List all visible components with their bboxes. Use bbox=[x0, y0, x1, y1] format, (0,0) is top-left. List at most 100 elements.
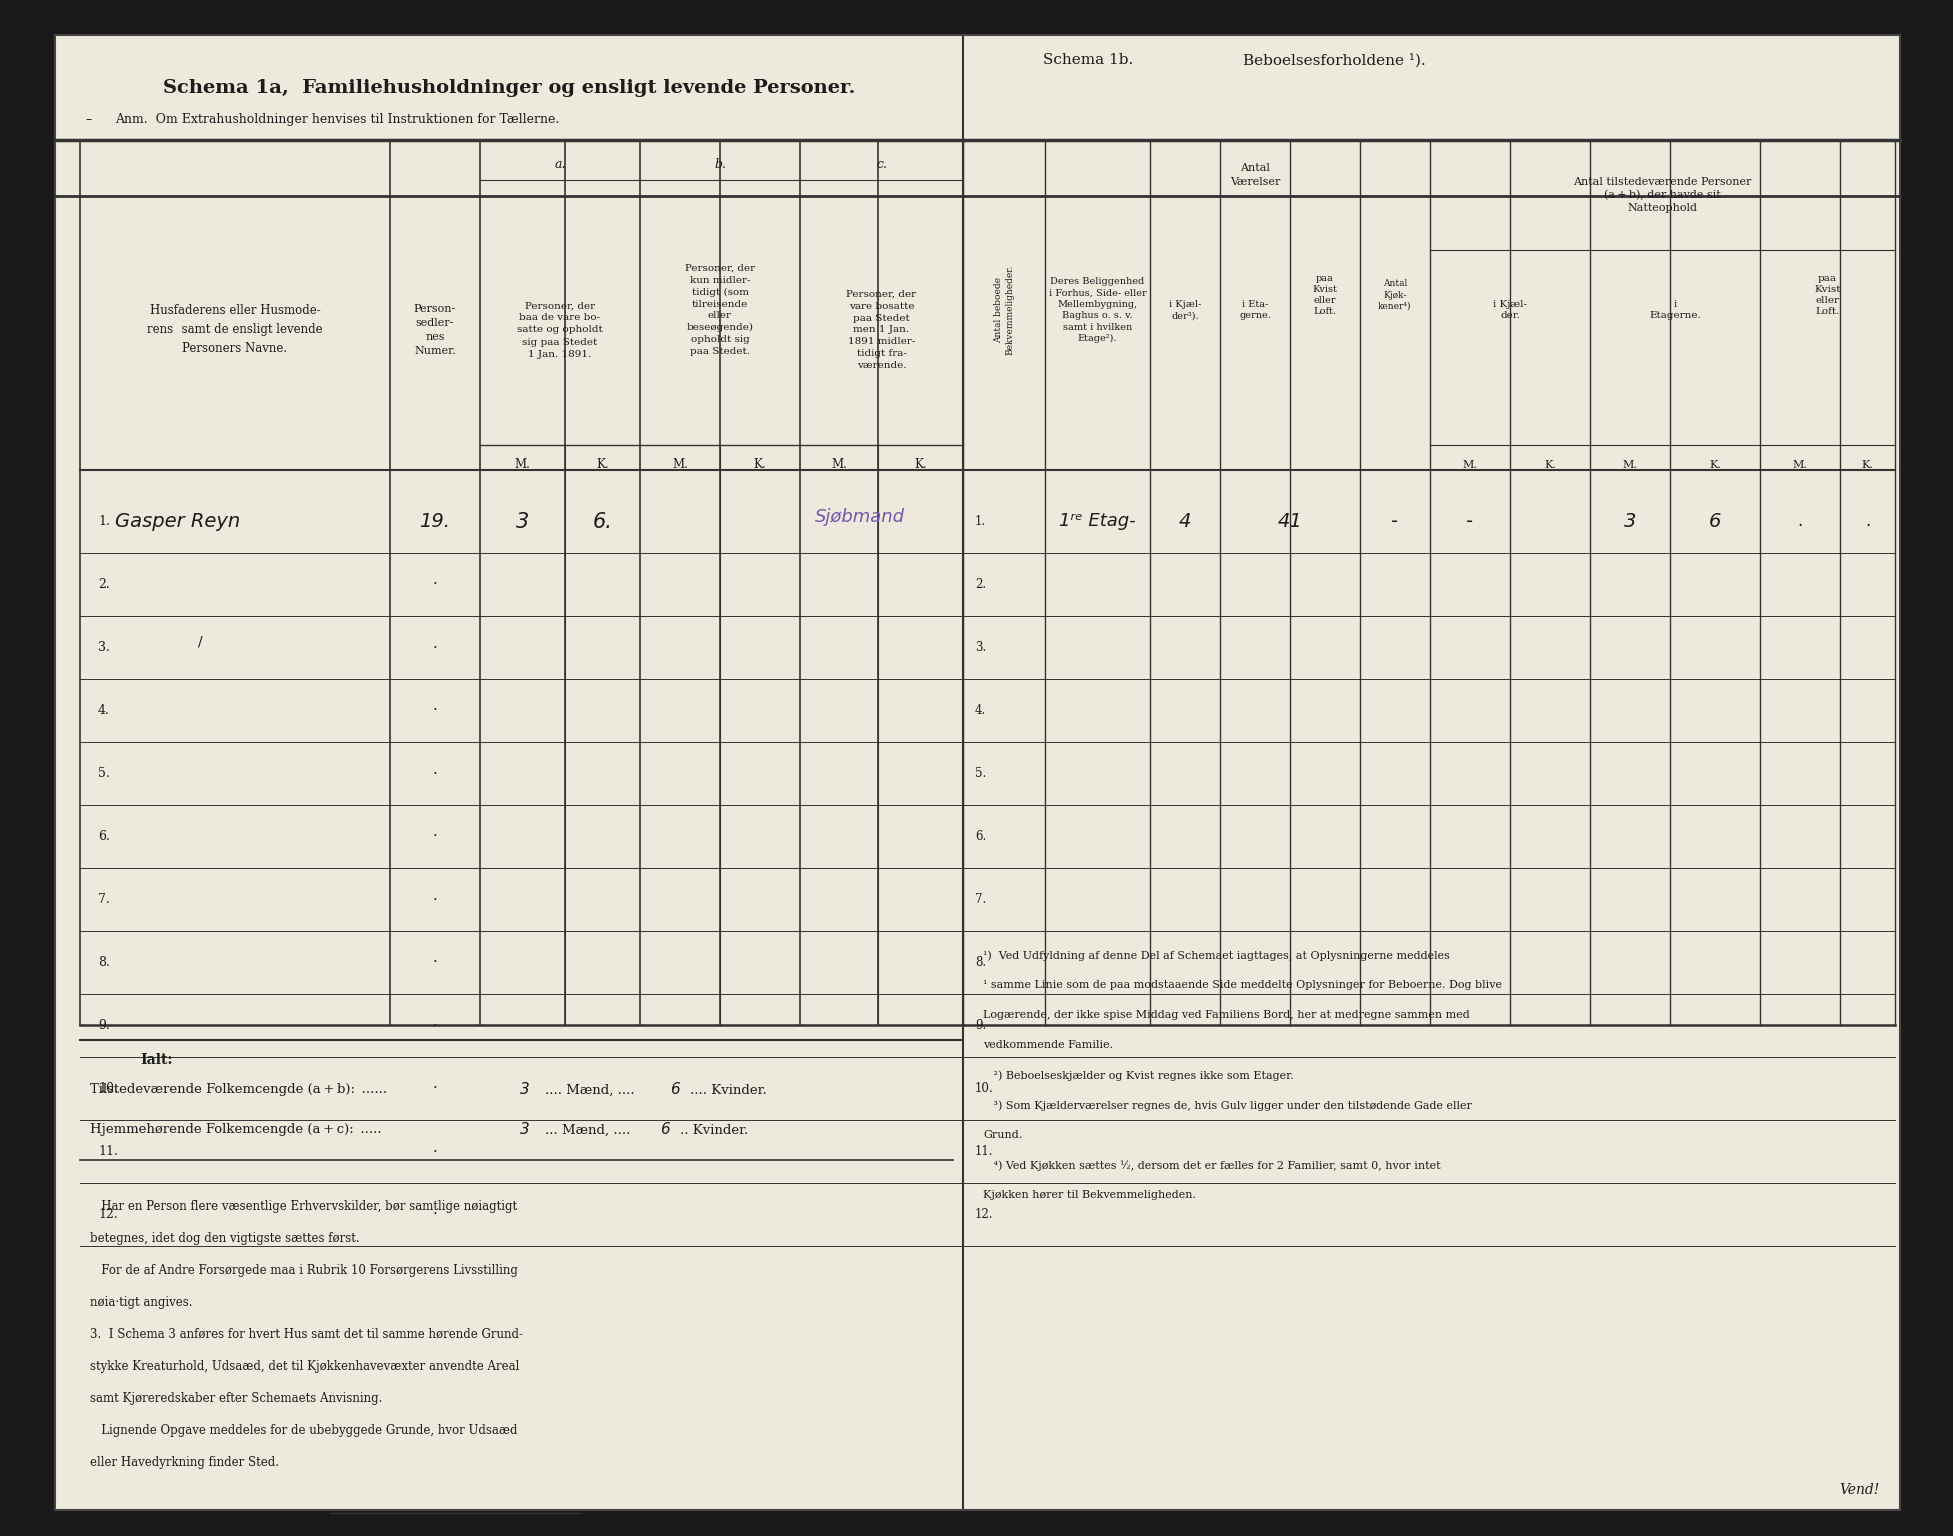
Text: M.: M. bbox=[832, 459, 848, 472]
Text: ·: · bbox=[432, 641, 437, 654]
Text: 9.: 9. bbox=[98, 1018, 109, 1032]
Text: ·: · bbox=[432, 1081, 437, 1095]
Text: Personer, der
vare bosatte
paa Stedet
men 1 Jan.
1891 midler-
tidigt fra-
værend: Personer, der vare bosatte paa Stedet me… bbox=[846, 290, 916, 370]
Text: a.: a. bbox=[555, 158, 566, 172]
Text: stykke Kreaturhold, Udsaæd, det til Kjøkkenhavevæxter anvendte Areal: stykke Kreaturhold, Udsaæd, det til Kjøk… bbox=[90, 1359, 519, 1373]
Text: -: - bbox=[1391, 511, 1398, 531]
Text: M.: M. bbox=[1623, 459, 1637, 470]
Text: Gasper Reyn: Gasper Reyn bbox=[115, 511, 240, 531]
Text: 6.: 6. bbox=[98, 829, 109, 843]
Text: ¹ samme Linie som de paa modstaaende Side meddelte Oplysninger for Beboerne. Dog: ¹ samme Linie som de paa modstaaende Sid… bbox=[982, 980, 1502, 991]
Text: Schema 1a,  Familiehusholdninger og ensligt levende Personer.: Schema 1a, Familiehusholdninger og ensli… bbox=[162, 78, 855, 97]
Text: 4.: 4. bbox=[975, 703, 986, 717]
Text: Har en Person flere væsentlige Erhvervskilder, bør samtlige nøiagtigt: Har en Person flere væsentlige Erhvervsk… bbox=[90, 1200, 518, 1213]
Text: 10.: 10. bbox=[98, 1081, 117, 1095]
Text: .. Kvinder.: .. Kvinder. bbox=[680, 1123, 748, 1137]
Text: Sjøbmand: Sjøbmand bbox=[814, 507, 904, 525]
Text: 3: 3 bbox=[519, 1083, 529, 1098]
Text: .... Mænd, ....: .... Mænd, .... bbox=[545, 1083, 635, 1097]
Text: nøia·tigt angives.: nøia·tigt angives. bbox=[90, 1296, 193, 1309]
Text: 9.: 9. bbox=[975, 1018, 986, 1032]
Text: 10.: 10. bbox=[975, 1081, 994, 1095]
Text: ·: · bbox=[432, 1018, 437, 1032]
Text: ·: · bbox=[432, 955, 437, 969]
Text: K.: K. bbox=[914, 459, 928, 472]
Text: K.: K. bbox=[754, 459, 766, 472]
Text: ³) Som Kjælderværelser regnes de, hvis Gulv ligger under den tilstødende Gade el: ³) Som Kjælderværelser regnes de, hvis G… bbox=[982, 1100, 1473, 1111]
Text: Antal tilstedeværende Personer
(a + b), der havde sit
Natteophold: Antal tilstedeværende Personer (a + b), … bbox=[1574, 177, 1752, 214]
Text: .: . bbox=[1797, 513, 1803, 530]
Text: ·: · bbox=[432, 829, 437, 843]
Text: paa
Kvist
eller
Loft.: paa Kvist eller Loft. bbox=[1814, 273, 1842, 316]
Text: ... Mænd, ....: ... Mænd, .... bbox=[545, 1123, 631, 1137]
Text: samt Kjøreredskaber efter Schemaets Anvisning.: samt Kjøreredskaber efter Schemaets Anvi… bbox=[90, 1392, 383, 1405]
Text: c.: c. bbox=[877, 158, 887, 172]
Text: ·: · bbox=[432, 703, 437, 717]
Text: Antal
Værelser: Antal Værelser bbox=[1230, 163, 1279, 186]
Text: ⁴) Ved Kjøkken sættes ½, dersom det er fælles for 2 Familier, samt 0, hvor intet: ⁴) Ved Kjøkken sættes ½, dersom det er f… bbox=[982, 1160, 1441, 1170]
Text: 5.: 5. bbox=[98, 766, 109, 780]
Text: 5.: 5. bbox=[975, 766, 986, 780]
Text: 4.: 4. bbox=[98, 703, 109, 717]
Text: -: - bbox=[1467, 511, 1475, 531]
Text: M.: M. bbox=[672, 459, 687, 472]
Text: 3.: 3. bbox=[975, 641, 986, 654]
Text: Logærende, der ikke spise Middag ved Familiens Bord, her at medregne sammen med: Logærende, der ikke spise Middag ved Fam… bbox=[982, 1011, 1471, 1020]
Text: betegnes, idet dog den vigtigste sættes først.: betegnes, idet dog den vigtigste sættes … bbox=[90, 1232, 359, 1246]
Text: 7.: 7. bbox=[975, 892, 986, 906]
Text: 19.: 19. bbox=[420, 511, 451, 531]
Text: 12.: 12. bbox=[98, 1207, 117, 1221]
Text: 1.: 1. bbox=[975, 515, 986, 528]
Text: ¹)  Ved Udfyldning af denne Del af Schemaet iagttages, at Oplysningerne meddeles: ¹) Ved Udfyldning af denne Del af Schema… bbox=[982, 949, 1449, 960]
Text: 4: 4 bbox=[1180, 511, 1191, 531]
Text: 3.: 3. bbox=[98, 641, 109, 654]
Text: Ialt:: Ialt: bbox=[141, 1054, 172, 1068]
Text: 3: 3 bbox=[519, 1123, 529, 1138]
Text: 41: 41 bbox=[1277, 511, 1303, 531]
Text: 7.: 7. bbox=[98, 892, 109, 906]
Text: 8.: 8. bbox=[975, 955, 986, 969]
Text: Anm.  Om Extrahusholdninger henvises til Instruktionen for Tællerne.: Anm. Om Extrahusholdninger henvises til … bbox=[115, 114, 559, 126]
Text: 12.: 12. bbox=[975, 1207, 994, 1221]
Text: vedkommende Familie.: vedkommende Familie. bbox=[982, 1040, 1113, 1051]
Text: K.: K. bbox=[1861, 459, 1873, 470]
Text: Schema 1b.: Schema 1b. bbox=[1043, 54, 1133, 68]
Text: .... Kvinder.: .... Kvinder. bbox=[689, 1083, 768, 1097]
Text: 8.: 8. bbox=[98, 955, 109, 969]
Text: K.: K. bbox=[1709, 459, 1721, 470]
Text: M.: M. bbox=[514, 459, 531, 472]
Text: M.: M. bbox=[1463, 459, 1476, 470]
Text: Antal
Kjøk-
kener⁴): Antal Kjøk- kener⁴) bbox=[1379, 280, 1412, 310]
Text: .: . bbox=[1865, 513, 1871, 530]
Text: 1.: 1. bbox=[98, 515, 109, 528]
Text: i Kjæl-
der.: i Kjæl- der. bbox=[1492, 300, 1527, 319]
Text: K.: K. bbox=[596, 459, 609, 472]
Text: 11.: 11. bbox=[975, 1144, 994, 1158]
Text: 6: 6 bbox=[1709, 511, 1721, 531]
Text: /: / bbox=[197, 634, 203, 648]
Text: Beboelsesforholdene ¹).: Beboelsesforholdene ¹). bbox=[1242, 52, 1426, 68]
Text: b.: b. bbox=[715, 158, 727, 172]
Text: Deres Beliggenhed
i Forhus, Side- eller
Mellembygning,
Baghus o. s. v.
samt i hv: Deres Beliggenhed i Forhus, Side- eller … bbox=[1049, 276, 1146, 343]
Text: ·: · bbox=[432, 578, 437, 591]
Text: Grund.: Grund. bbox=[982, 1130, 1021, 1140]
Text: 3.  I Schema 3 anføres for hvert Hus samt det til samme hørende Grund-: 3. I Schema 3 anføres for hvert Hus samt… bbox=[90, 1329, 523, 1341]
Text: 6.: 6. bbox=[592, 511, 613, 531]
Text: ·: · bbox=[432, 766, 437, 780]
Text: Person-
sedler-
nes
Numer.: Person- sedler- nes Numer. bbox=[414, 304, 457, 356]
Text: paa
Kvist
eller
Loft.: paa Kvist eller Loft. bbox=[1312, 273, 1338, 316]
Text: 2.: 2. bbox=[975, 578, 986, 591]
Text: eller Havedyrkning finder Sted.: eller Havedyrkning finder Sted. bbox=[90, 1456, 279, 1468]
Text: Husfaderens eller Husmode-
rens   samt de ensligt levende
Personers Navne.: Husfaderens eller Husmode- rens samt de … bbox=[146, 304, 322, 355]
Text: 6: 6 bbox=[660, 1123, 670, 1138]
Text: Vend!: Vend! bbox=[1840, 1482, 1881, 1498]
Text: 11.: 11. bbox=[98, 1144, 117, 1158]
Text: Hjemmehørende Folkemcengde (a + c): .....: Hjemmehørende Folkemcengde (a + c): ....… bbox=[90, 1123, 381, 1137]
Text: ·: · bbox=[432, 892, 437, 906]
Text: 2.: 2. bbox=[98, 578, 109, 591]
Text: i Eta-
gerne.: i Eta- gerne. bbox=[1238, 300, 1271, 319]
Text: M.: M. bbox=[1793, 459, 1807, 470]
Text: Tilstedeværende Folkemcengde (a + b): ......: Tilstedeværende Folkemcengde (a + b): ..… bbox=[90, 1083, 387, 1097]
Text: K.: K. bbox=[1545, 459, 1557, 470]
Text: Personer, der
baa de vare bo-
satte og opholdt
sig paa Stedet
1 Jan. 1891.: Personer, der baa de vare bo- satte og o… bbox=[518, 301, 603, 359]
